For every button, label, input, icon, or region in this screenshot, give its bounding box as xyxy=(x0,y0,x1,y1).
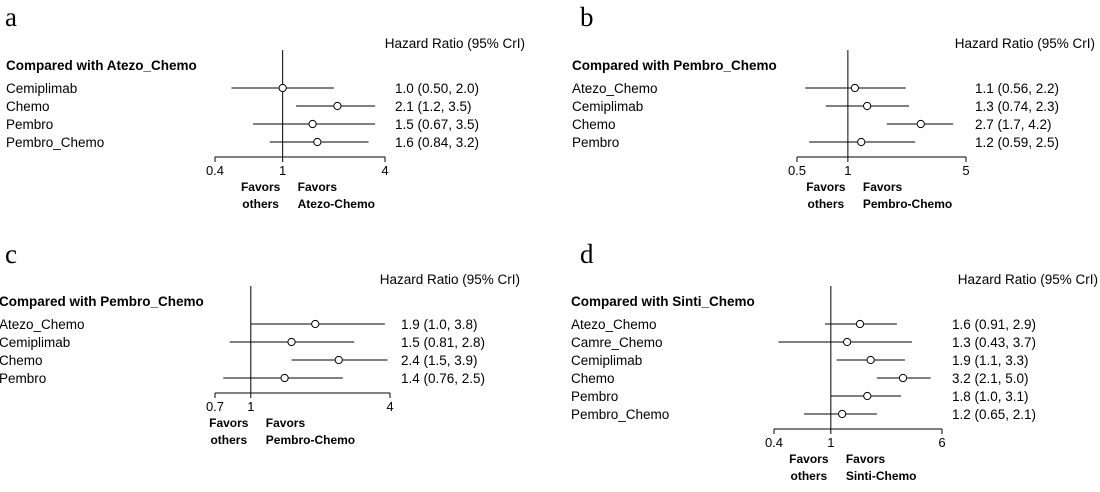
forest-panel-d: d Hazard Ratio (95% CrI) Compared with Sin… xyxy=(571,239,1098,483)
panel-title: Compared with Pembro_Chemo xyxy=(572,58,777,73)
favor-left-line2: others xyxy=(242,197,279,211)
point-estimate xyxy=(866,355,875,365)
point-estimate xyxy=(313,137,322,147)
x-tick-label: 1 xyxy=(844,163,851,178)
favor-right-line1: Favors xyxy=(846,452,886,466)
x-tick-label: 1 xyxy=(827,435,834,450)
forest-panel-a: a Hazard Ratio (95% CrI) Compared with Ate… xyxy=(5,2,525,211)
point-estimate xyxy=(280,373,289,383)
row-value: 1.9 (1.0, 3.8) xyxy=(401,317,478,332)
x-tick-label: 0.5 xyxy=(788,163,806,178)
row-value: 2.1 (1.2, 3.5) xyxy=(395,99,472,114)
row-label: Pembro_Chemo xyxy=(6,135,104,150)
panel-letter: c xyxy=(5,239,17,269)
point-estimate xyxy=(863,101,872,111)
panel-letter: d xyxy=(580,239,594,269)
favor-right-line1: Favors xyxy=(863,180,903,194)
row-value: 1.6 (0.91, 2.9) xyxy=(952,317,1036,332)
row-label: Chemo xyxy=(0,353,43,368)
row-label: Pembro xyxy=(571,389,618,404)
panel-letter: a xyxy=(5,2,17,32)
x-tick-label: 0.7 xyxy=(206,399,224,414)
row-label: Atezo_Chemo xyxy=(572,81,658,96)
point-estimate xyxy=(843,337,852,347)
row-label: Chemo xyxy=(6,99,50,114)
point-estimate xyxy=(287,337,296,347)
panel-title: Compared with Atezo_Chemo xyxy=(6,58,197,73)
column-header: Hazard Ratio (95% CrI) xyxy=(380,272,520,287)
row-label: Chemo xyxy=(572,117,616,132)
favor-right-line2: Pembro-Chemo xyxy=(266,433,355,447)
row-label: Pembro xyxy=(6,117,53,132)
point-estimate xyxy=(898,373,908,383)
point-estimate xyxy=(311,319,320,329)
favor-left-line1: Favors xyxy=(789,452,829,466)
x-tick-label: 1 xyxy=(279,163,286,178)
row-label: Atezo_Chemo xyxy=(571,317,657,332)
favor-left-line2: others xyxy=(210,433,247,447)
x-tick-label: 5 xyxy=(962,163,969,178)
point-estimate xyxy=(850,83,859,93)
favor-right-line1: Favors xyxy=(266,416,306,430)
row-label: Pembro xyxy=(0,371,46,386)
point-estimate xyxy=(863,391,872,401)
x-tick-label: 6 xyxy=(938,435,945,450)
row-value: 1.6 (0.84, 3.2) xyxy=(395,135,479,150)
row-label: Cemiplimab xyxy=(0,335,70,350)
row-value: 1.5 (0.81, 2.8) xyxy=(401,335,485,350)
column-header: Hazard Ratio (95% CrI) xyxy=(955,36,1095,51)
forest-panel-b: b Hazard Ratio (95% CrI) Compared with Pem… xyxy=(572,2,1095,211)
point-estimate xyxy=(855,319,865,329)
favor-left-line1: Favors xyxy=(806,180,846,194)
row-value: 1.8 (1.0, 3.1) xyxy=(952,389,1029,404)
x-tick-label: 4 xyxy=(381,163,388,178)
row-value: 1.2 (0.65, 2.1) xyxy=(952,407,1036,422)
favor-right-line2: Pembro-Chemo xyxy=(863,197,952,211)
point-estimate xyxy=(857,137,866,147)
row-label: Pembro xyxy=(572,135,619,150)
panel-title: Compared with Sinti_Chemo xyxy=(571,294,755,309)
row-value: 1.4 (0.76, 2.5) xyxy=(401,371,485,386)
forest-panel-c: c Hazard Ratio (95% CrI) Compared with Pem… xyxy=(0,239,520,447)
x-tick-label: 1 xyxy=(247,399,254,414)
row-value: 1.1 (0.56, 2.2) xyxy=(975,81,1059,96)
row-value: 2.4 (1.5, 3.9) xyxy=(401,353,478,368)
row-label: Cemiplimab xyxy=(572,99,643,114)
favor-left-line2: others xyxy=(791,469,828,483)
row-label: Cemiplimab xyxy=(571,353,642,368)
panel-letter: b xyxy=(580,2,594,32)
panel-title: Compared with Pembro_Chemo xyxy=(0,294,204,309)
favor-left-line1: Favors xyxy=(209,416,249,430)
favor-right-line2: Sinti-Chemo xyxy=(846,469,917,483)
row-value: 2.7 (1.7, 4.2) xyxy=(975,117,1052,132)
row-label: Cemiplimab xyxy=(6,81,77,96)
row-value: 1.9 (1.1, 3.3) xyxy=(952,353,1029,368)
row-label: Chemo xyxy=(571,371,615,386)
row-label: Camre_Chemo xyxy=(571,335,663,350)
point-estimate xyxy=(333,101,342,111)
row-label: Pembro_Chemo xyxy=(571,407,669,422)
row-label: Atezo_Chemo xyxy=(0,317,85,332)
favor-right-line1: Favors xyxy=(298,180,338,194)
row-value: 1.2 (0.59, 2.5) xyxy=(975,135,1059,150)
favor-left-line1: Favors xyxy=(241,180,281,194)
point-estimate xyxy=(278,83,287,93)
column-header: Hazard Ratio (95% CrI) xyxy=(385,36,525,51)
row-value: 1.3 (0.43, 3.7) xyxy=(952,335,1036,350)
row-value: 1.3 (0.74, 2.3) xyxy=(975,99,1059,114)
x-tick-label: 0.4 xyxy=(765,435,783,450)
column-header: Hazard Ratio (95% CrI) xyxy=(958,272,1098,287)
row-value: 3.2 (2.1, 5.0) xyxy=(952,371,1029,386)
point-estimate xyxy=(838,409,847,419)
x-tick-label: 0.4 xyxy=(206,163,224,178)
point-estimate xyxy=(334,355,343,365)
favor-right-line2: Atezo-Chemo xyxy=(298,197,375,211)
favor-left-line2: others xyxy=(808,197,845,211)
x-tick-label: 4 xyxy=(386,399,393,414)
row-value: 1.5 (0.67, 3.5) xyxy=(395,117,479,132)
row-value: 1.0 (0.50, 2.0) xyxy=(395,81,479,96)
point-estimate xyxy=(916,119,925,129)
point-estimate xyxy=(308,119,317,129)
